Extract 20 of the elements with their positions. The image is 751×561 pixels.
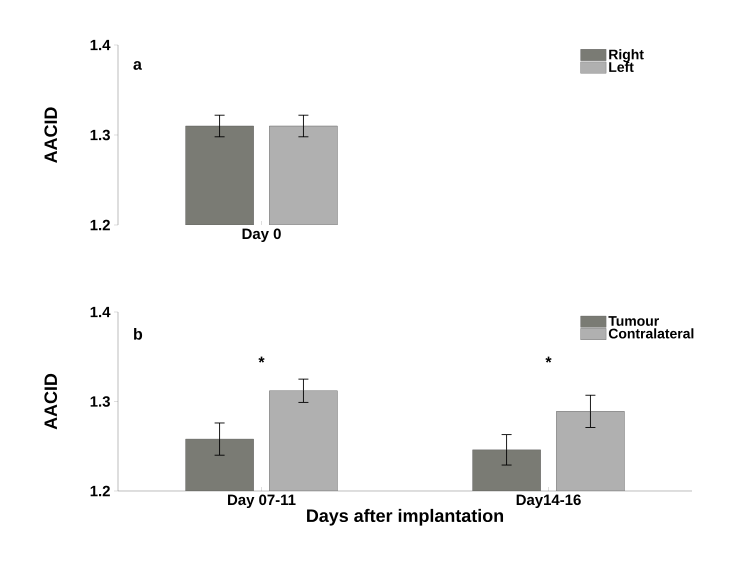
y-axis-title: AACID	[44, 107, 58, 163]
y-tick-label: 1.3	[90, 130, 110, 140]
legend-label: Contralateral	[608, 328, 694, 339]
x-axis-title: Days after implantation	[307, 508, 504, 526]
y-tick-label: 1.4	[90, 306, 110, 318]
text: a	[133, 61, 142, 70]
x-tick-label: Day 07-11	[228, 494, 296, 508]
x-tick-label: Day 0	[242, 228, 281, 242]
annotation: *	[258, 356, 265, 363]
y-tick-label: 1.2	[90, 220, 110, 230]
annotation: *	[545, 356, 552, 363]
y-tick-label: 1.2	[90, 486, 110, 496]
legend-label: Right	[609, 49, 644, 62]
legend-label: Left	[609, 62, 634, 72]
legend-label: Tumour	[608, 316, 659, 326]
y-tick-label: 1.4	[90, 40, 110, 50]
y-axis-title: AACID	[44, 374, 58, 430]
y-tick-label: 1.3	[90, 396, 110, 407]
x-tick-label: Day14-16	[516, 494, 581, 508]
annotation: b	[134, 328, 142, 340]
